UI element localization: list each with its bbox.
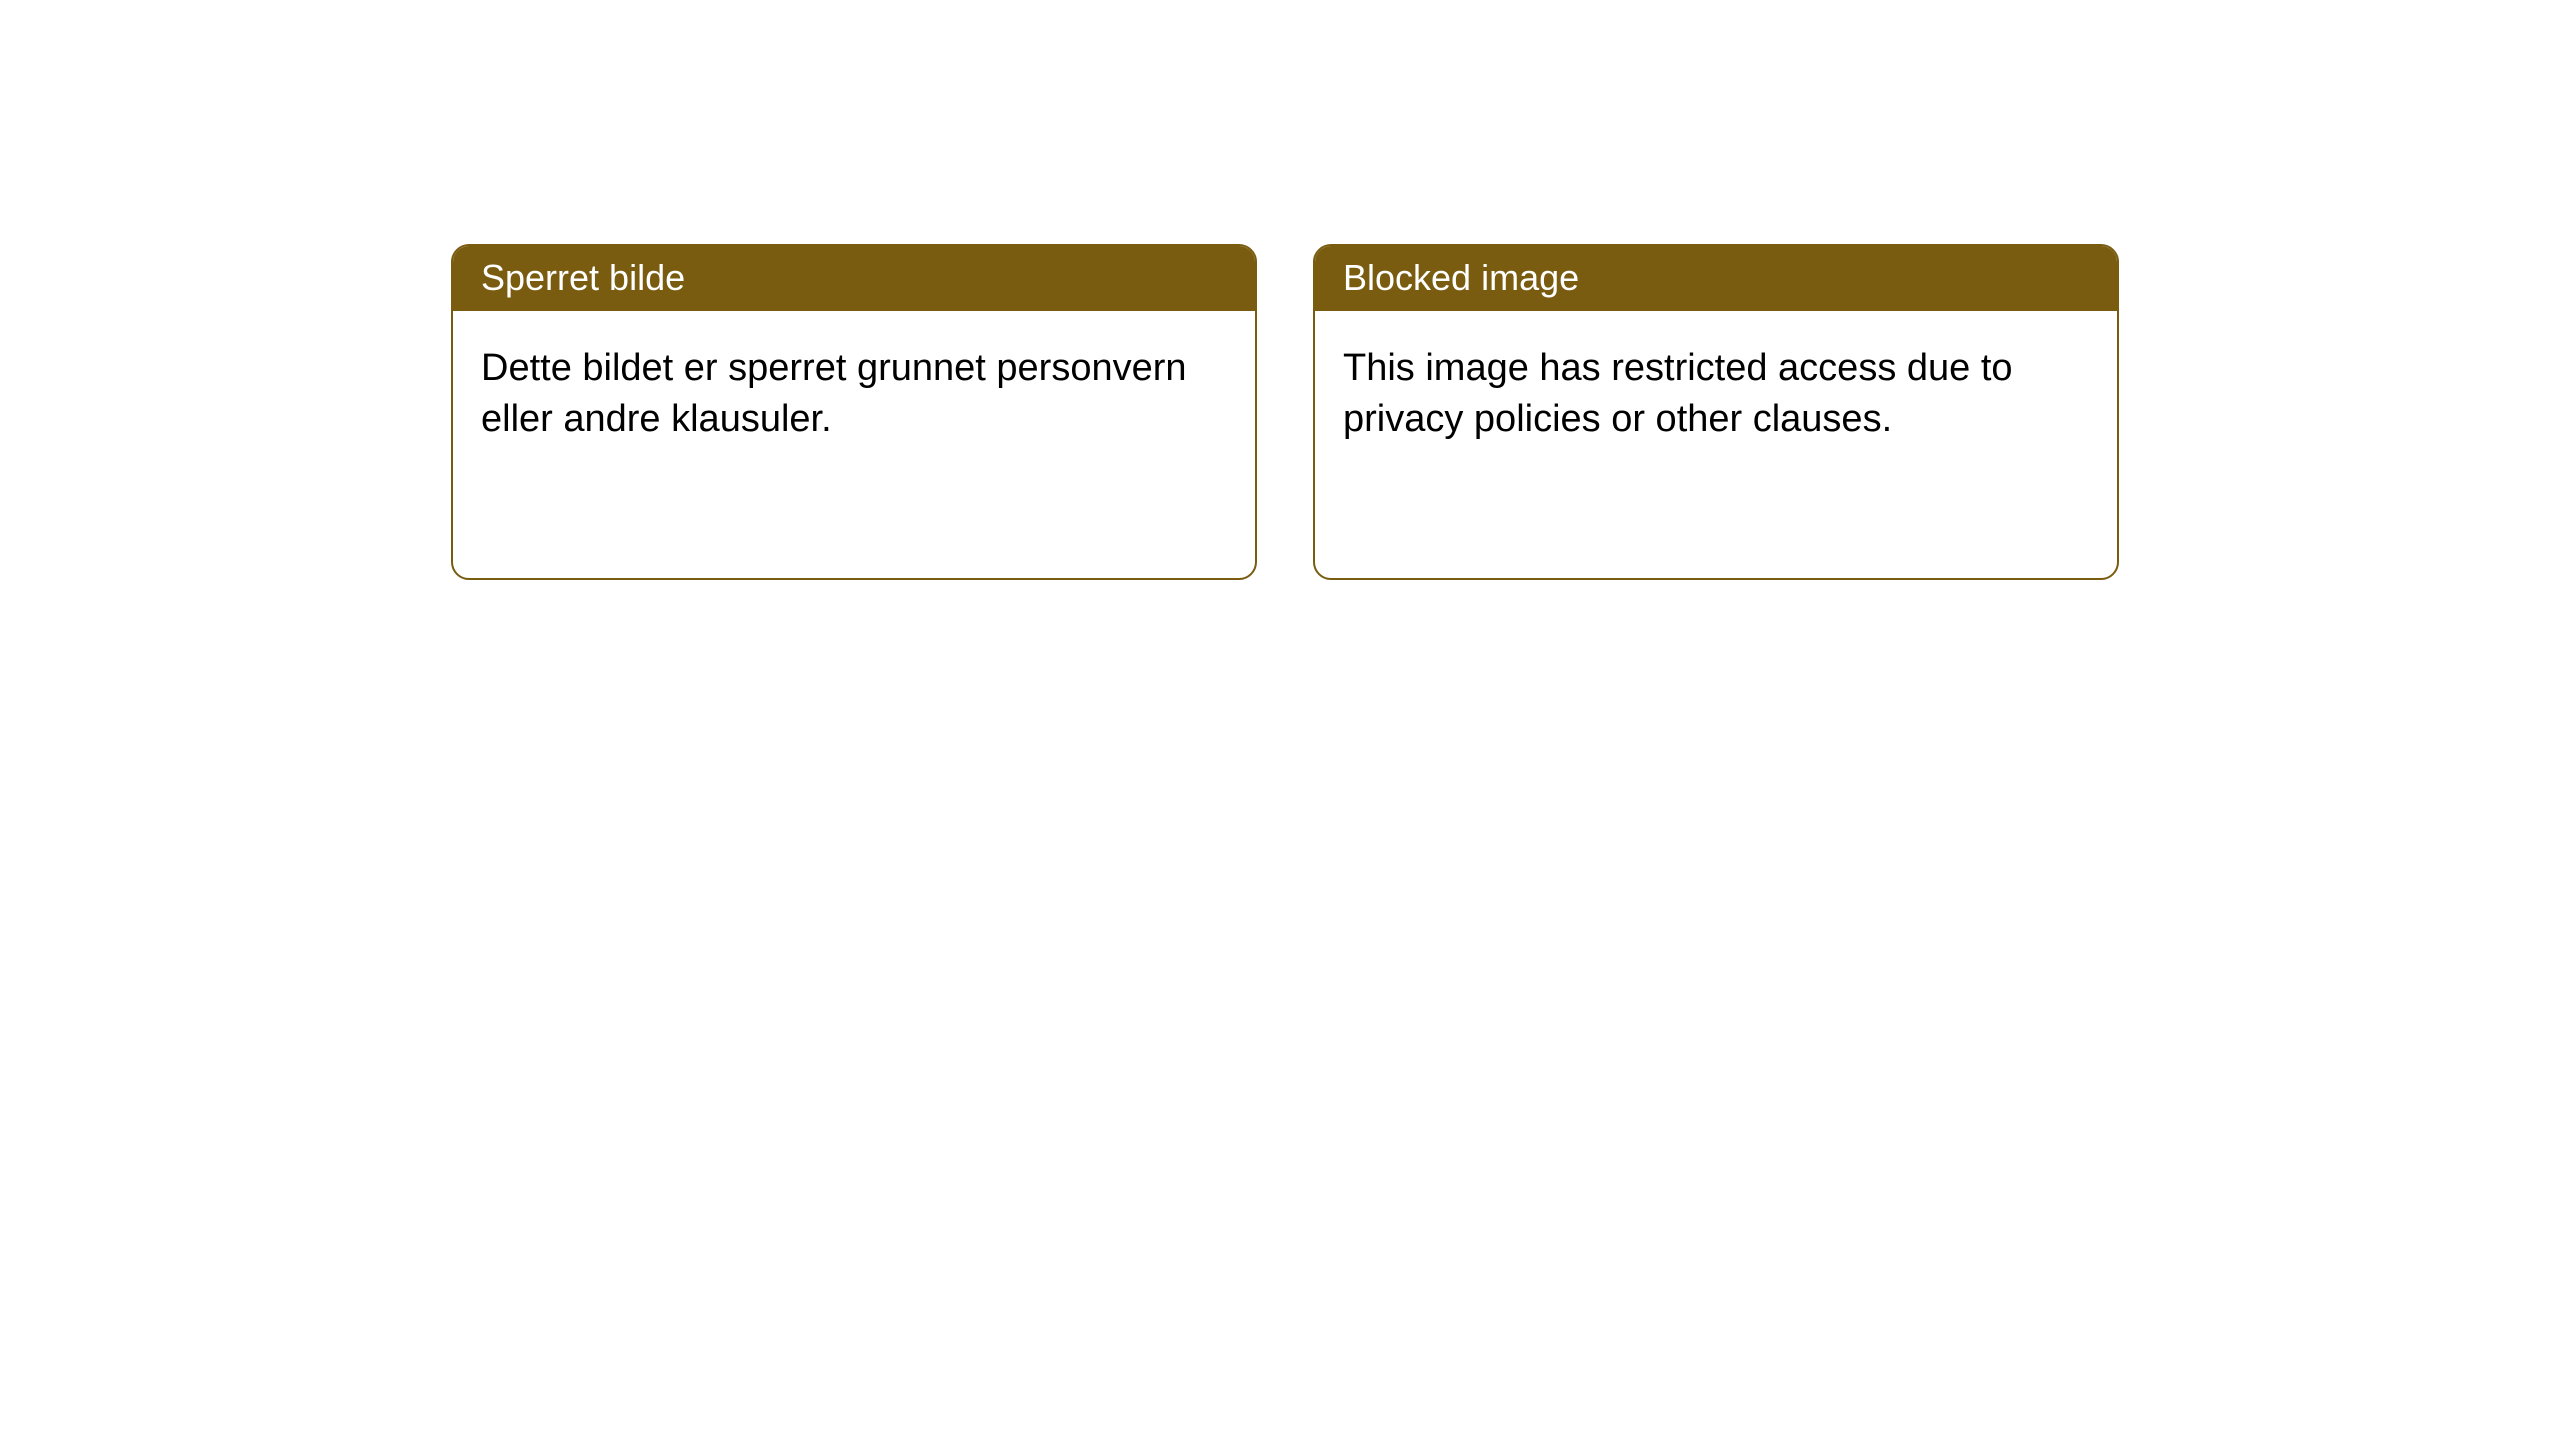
notice-cards-container: Sperret bilde Dette bildet er sperret gr…	[0, 0, 2560, 580]
blocked-image-card-norwegian: Sperret bilde Dette bildet er sperret gr…	[451, 244, 1257, 580]
card-body: Dette bildet er sperret grunnet personve…	[453, 311, 1255, 478]
card-body: This image has restricted access due to …	[1315, 311, 2117, 478]
blocked-image-card-english: Blocked image This image has restricted …	[1313, 244, 2119, 580]
card-title: Blocked image	[1315, 246, 2117, 311]
card-title: Sperret bilde	[453, 246, 1255, 311]
